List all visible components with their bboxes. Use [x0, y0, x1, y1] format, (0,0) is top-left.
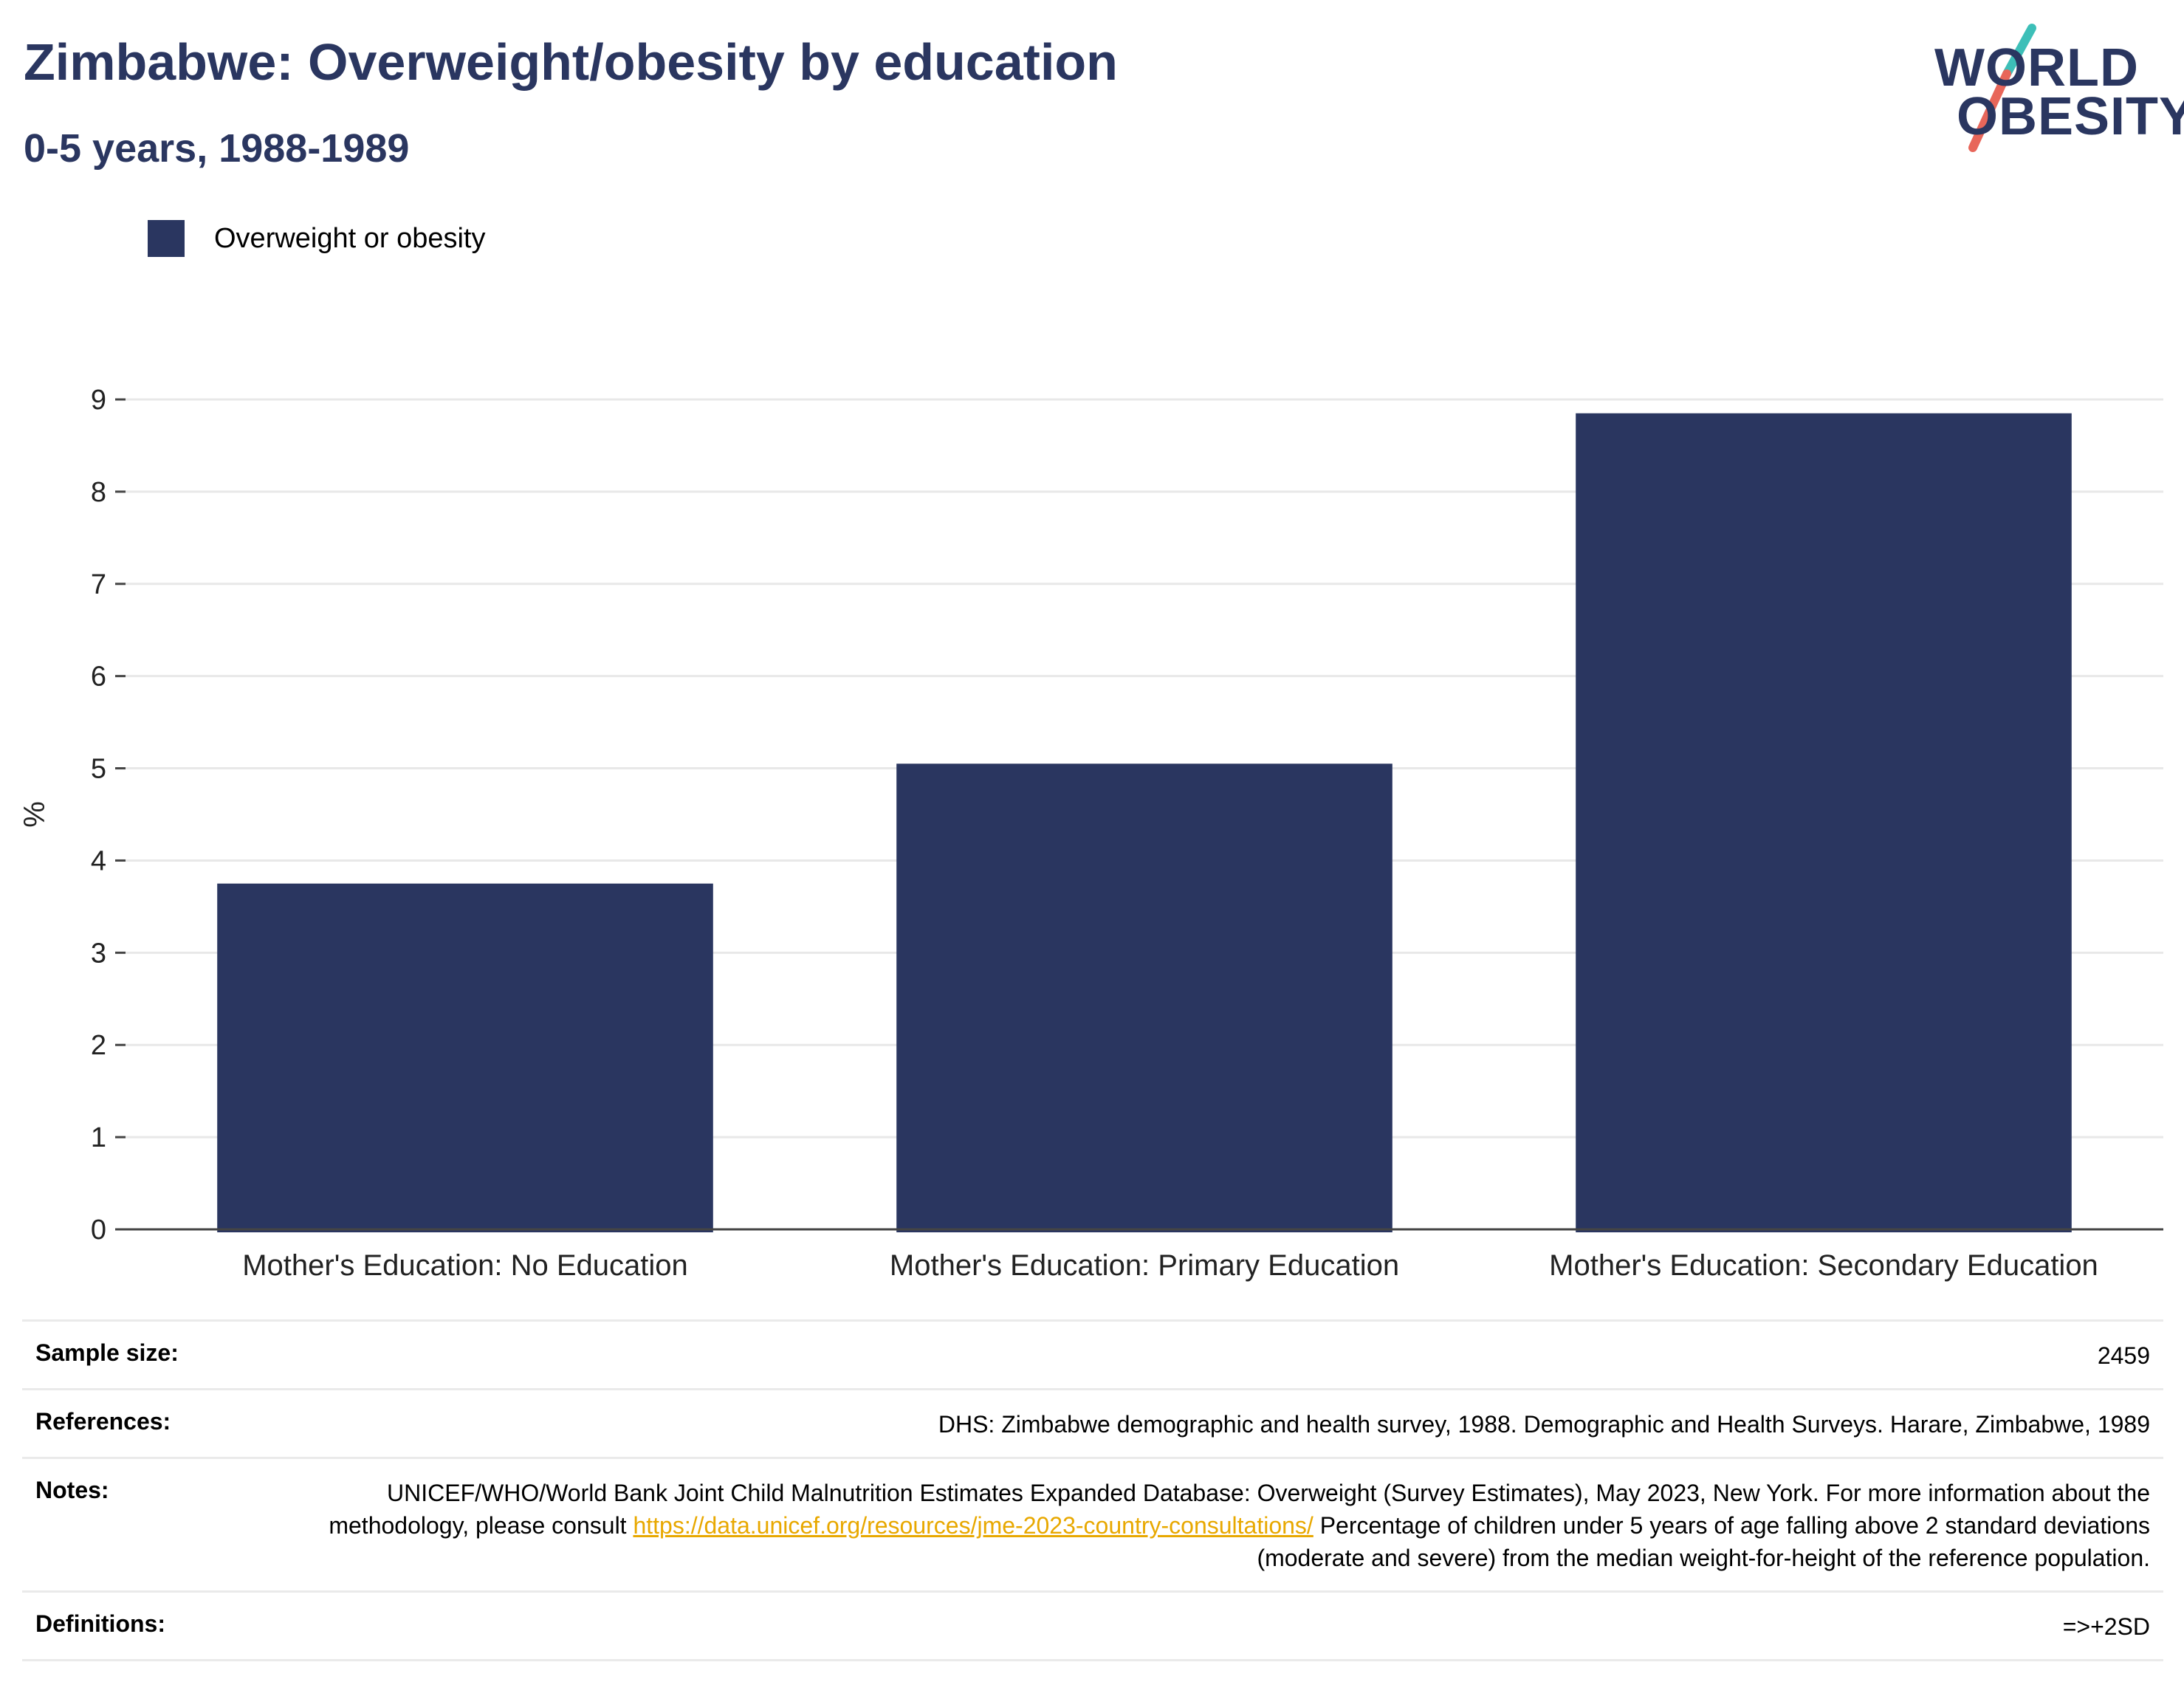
- sample-size-value: 2459: [2097, 1342, 2150, 1369]
- y-axis-label: %: [18, 801, 51, 828]
- y-tick-label: 2: [91, 1030, 106, 1061]
- notes-label: Notes:: [35, 1477, 109, 1503]
- notes-row: Notes: UNICEF/WHO/World Bank Joint Child…: [22, 1457, 2163, 1590]
- bar: [1576, 413, 2072, 1232]
- logo-text-world: WORLD: [1934, 38, 2139, 97]
- sample-size-label: Sample size:: [35, 1339, 179, 1366]
- definitions-label: Definitions:: [35, 1610, 165, 1637]
- definitions-row: Definitions: =>+2SD: [22, 1590, 2163, 1661]
- bar: [896, 763, 1393, 1232]
- y-tick-label: 4: [91, 845, 106, 876]
- chart-subtitle: 0-5 years, 1988-1989: [24, 126, 410, 171]
- y-tick-label: 9: [91, 385, 106, 416]
- x-tick-label: Mother's Education: Secondary Education: [1549, 1249, 2098, 1282]
- y-tick-label: 0: [91, 1215, 106, 1246]
- y-tick-label: 8: [91, 477, 106, 508]
- logo-text-obesity: OBESITY: [1957, 87, 2184, 146]
- notes-text-before: UNICEF/WHO/World Bank Joint Child Malnut…: [329, 1480, 2150, 1539]
- y-tick-label: 6: [91, 662, 106, 693]
- references-label: References:: [35, 1408, 171, 1435]
- chart-title: Zimbabwe: Overweight/obesity by educatio…: [24, 33, 1118, 91]
- bar-chart: 0 1 2 3 4 5 6 7 8 9% Mother's Education: No Educat…: [18, 385, 2163, 1282]
- definitions-value: =>+2SD: [2062, 1613, 2150, 1640]
- notes-link[interactable]: https://data.unicef.org/resources/jme-20…: [633, 1512, 1314, 1539]
- bar: [217, 883, 713, 1232]
- references-row: References: DHS: Zimbabwe demographic an…: [22, 1388, 2163, 1457]
- y-tick-label: 7: [91, 569, 106, 600]
- references-value: DHS: Zimbabwe demographic and health sur…: [938, 1411, 2150, 1438]
- notes-text-after: Percentage of children under 5 years of …: [1257, 1512, 2150, 1571]
- sample-size-row: Sample size: 2459: [22, 1319, 2163, 1388]
- logo-slash-icon: [1968, 24, 2036, 152]
- notes-value: UNICEF/WHO/World Bank Joint Child Malnut…: [319, 1477, 2150, 1574]
- metadata-table: Sample size: 2459 References: DHS: Zimba…: [22, 1319, 2163, 1661]
- legend-swatch: [148, 220, 185, 257]
- legend-label: Overweight or obesity: [214, 223, 486, 254]
- x-tick-label: Mother's Education: Primary Education: [890, 1249, 1399, 1282]
- y-tick-label: 1: [91, 1122, 106, 1153]
- y-tick-label: 5: [91, 754, 106, 785]
- x-tick-label: Mother's Education: No Education: [242, 1249, 688, 1282]
- y-tick-label: 3: [91, 938, 106, 969]
- world-obesity-logo[interactable]: WORLD OBESITY: [1920, 22, 2184, 155]
